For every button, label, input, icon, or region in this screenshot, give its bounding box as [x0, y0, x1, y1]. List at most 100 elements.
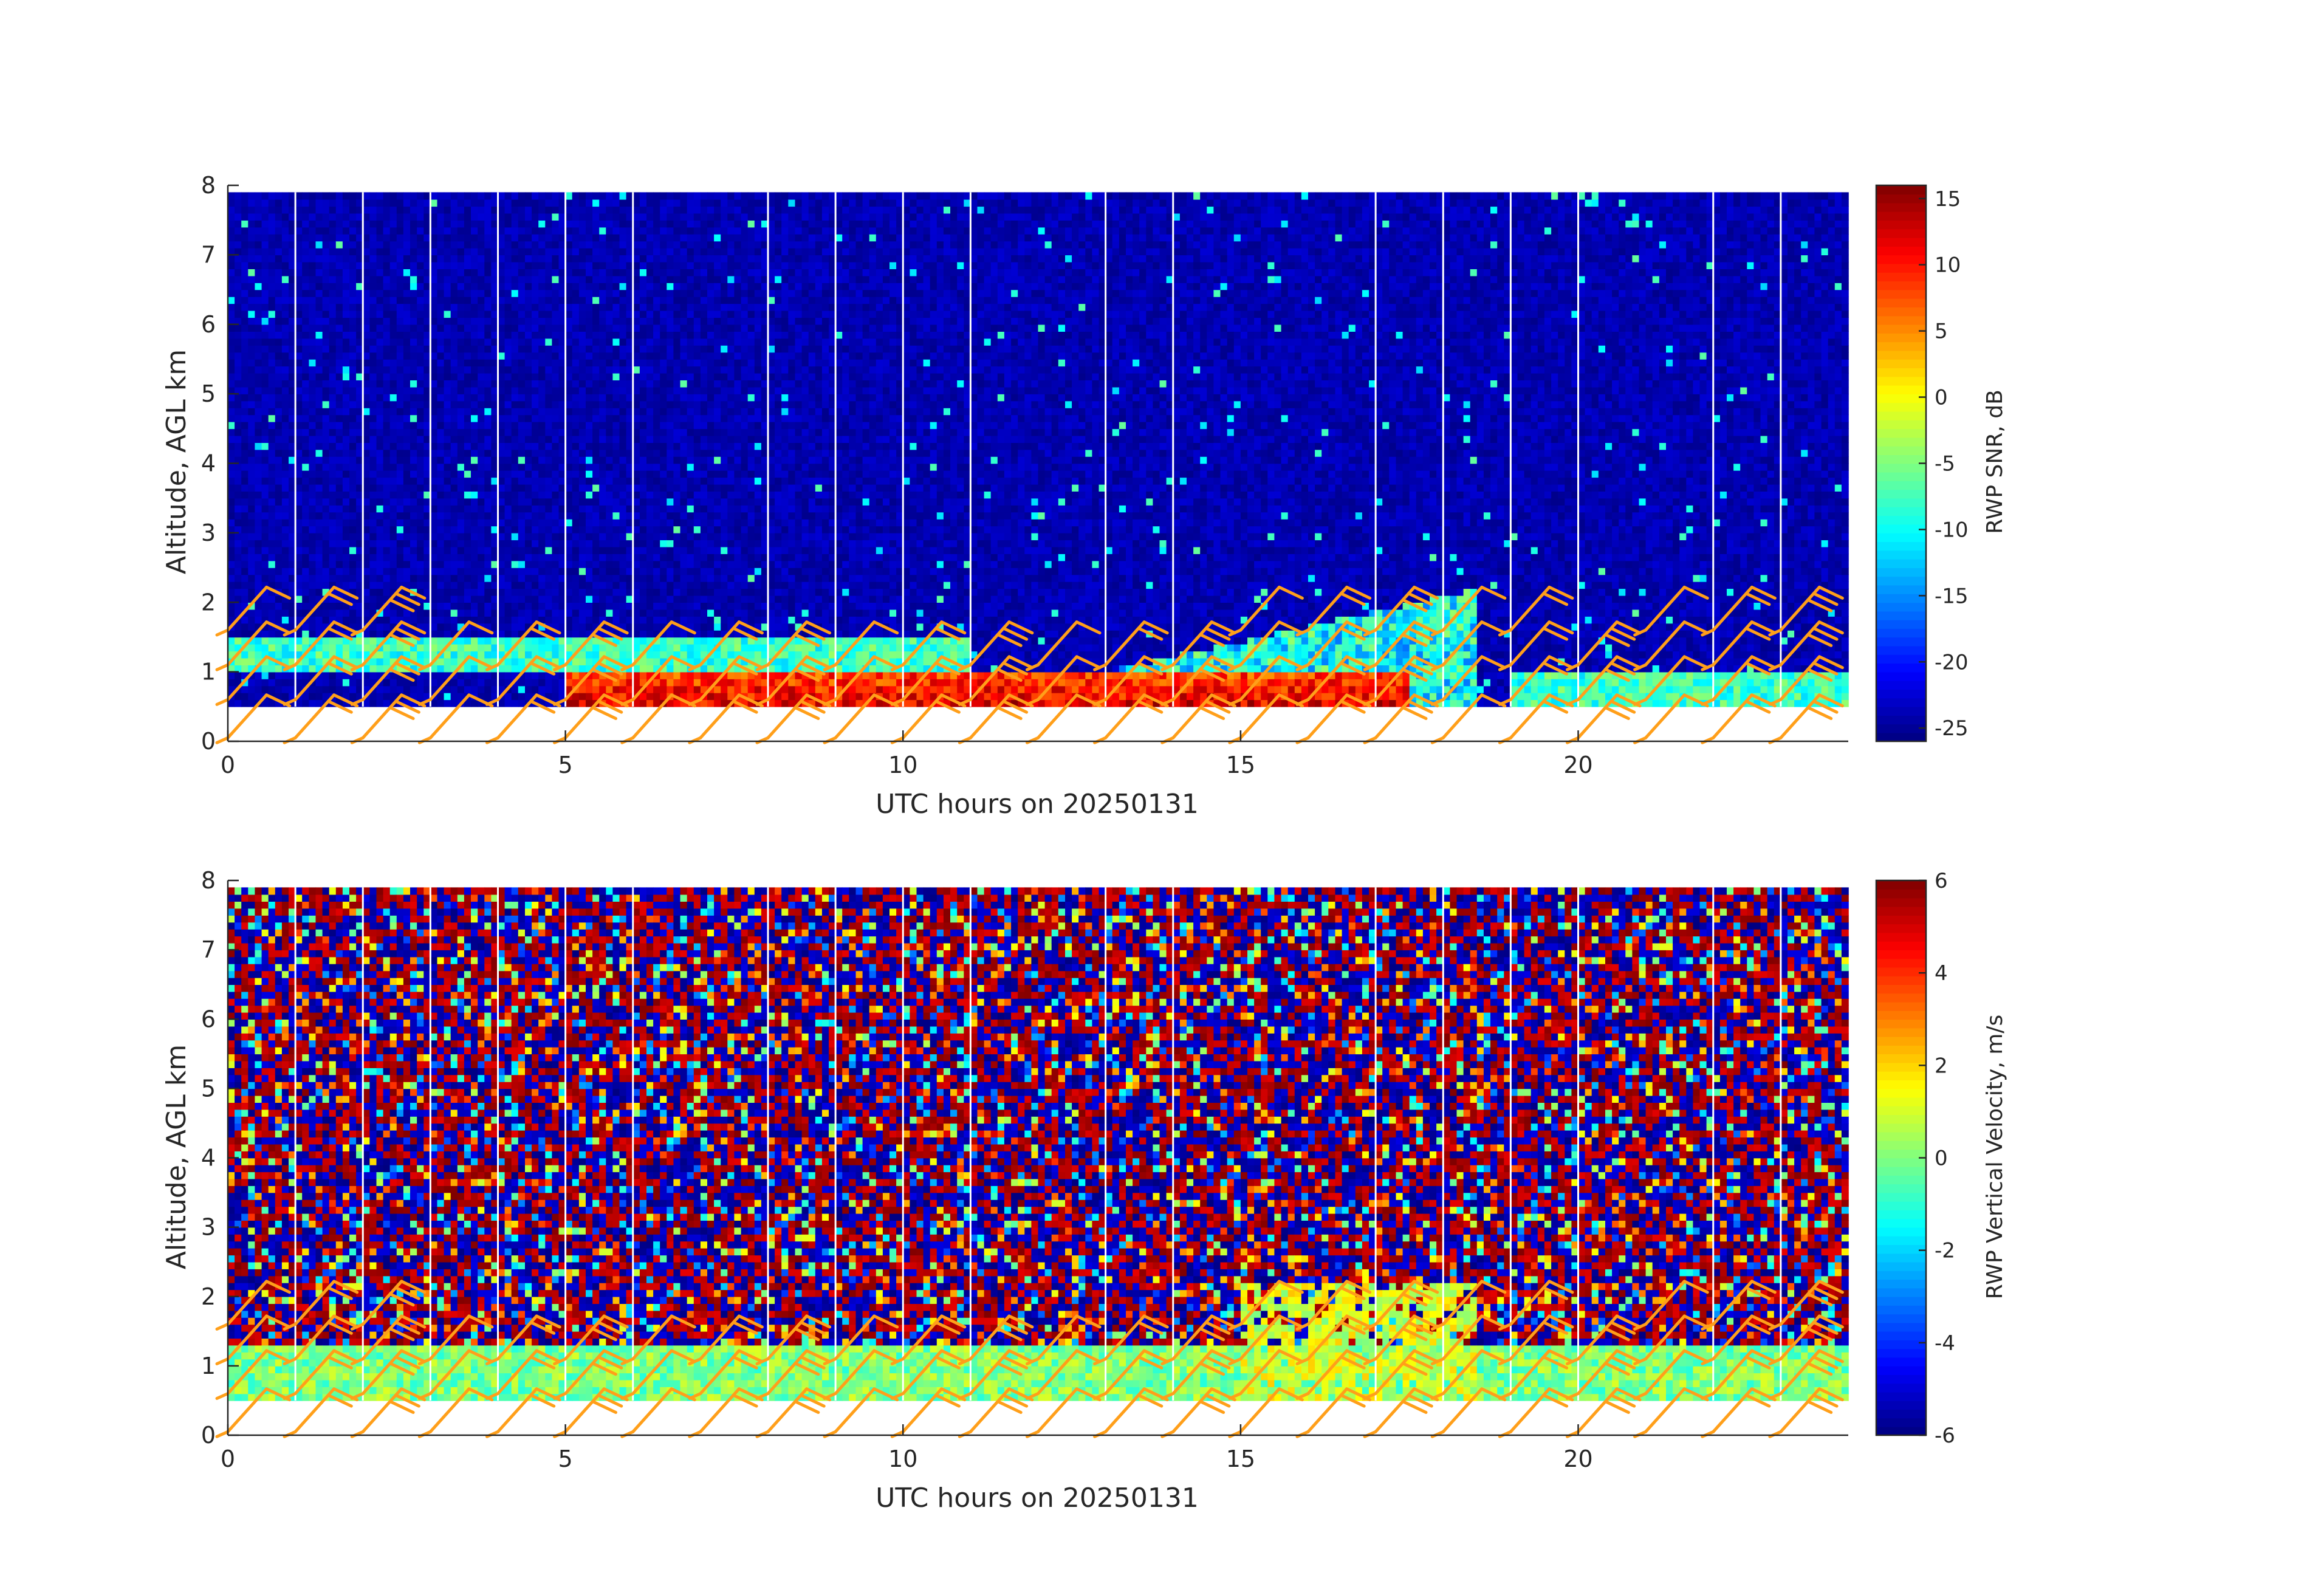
heatmap-cell	[403, 602, 411, 610]
heatmap-cell	[565, 574, 573, 582]
heatmap-cell	[396, 234, 404, 242]
heatmap-cell	[410, 526, 417, 533]
heatmap-cell	[383, 588, 391, 596]
heatmap-cell	[437, 394, 445, 402]
heatmap-cell	[532, 463, 539, 471]
heatmap-cell	[457, 519, 465, 527]
heatmap-cell	[450, 394, 458, 402]
heatmap-cell	[295, 554, 303, 561]
heatmap-cell	[667, 540, 674, 547]
heatmap-cell	[592, 331, 600, 339]
heatmap-cell	[228, 470, 235, 478]
heatmap-cell	[302, 623, 310, 631]
heatmap-cell	[450, 463, 458, 471]
heatmap-cell	[619, 546, 627, 554]
heatmap-cell	[558, 247, 566, 256]
heatmap-cell	[565, 269, 573, 276]
heatmap-cell	[464, 213, 471, 221]
heatmap-cell	[673, 657, 681, 665]
heatmap-cell	[255, 637, 262, 645]
heatmap-cell	[478, 213, 485, 221]
heatmap-cell	[295, 269, 303, 276]
heatmap-cell	[673, 526, 681, 533]
heatmap-cell	[504, 414, 512, 422]
heatmap-cell	[612, 463, 620, 471]
heatmap-cell	[599, 554, 607, 561]
heatmap-cell	[639, 692, 647, 701]
heatmap-cell	[255, 435, 262, 443]
heatmap-cell	[606, 491, 614, 499]
heatmap-cell	[619, 623, 627, 631]
heatmap-cell	[423, 699, 431, 707]
heatmap-cell	[444, 414, 451, 422]
heatmap-cell	[558, 220, 566, 228]
heatmap-cell	[511, 637, 519, 645]
heatmap-cell	[309, 303, 317, 311]
heatmap-cell	[478, 317, 485, 325]
heatmap-cell	[383, 546, 391, 554]
heatmap-cell	[281, 414, 289, 422]
heatmap-cell	[376, 380, 384, 388]
heatmap-cell	[545, 269, 553, 276]
heatmap-cell	[248, 512, 256, 520]
heatmap-cell	[660, 269, 668, 276]
heatmap-cell	[667, 220, 674, 228]
heatmap-cell	[538, 699, 546, 707]
heatmap-cell	[255, 324, 262, 332]
heatmap-cell	[653, 665, 660, 673]
heatmap-cell	[612, 540, 620, 547]
heatmap-cell	[491, 491, 499, 499]
heatmap-cell	[532, 241, 539, 249]
heatmap-cell	[235, 192, 242, 200]
heatmap-cell	[255, 352, 262, 360]
heatmap-cell	[511, 532, 519, 541]
heatmap-cell	[363, 227, 371, 235]
heatmap-cell	[356, 247, 363, 256]
heatmap-cell	[464, 581, 471, 589]
heatmap-cell	[315, 220, 323, 228]
heatmap-cell	[235, 671, 242, 679]
heatmap-cell	[295, 484, 303, 492]
heatmap-cell	[403, 679, 411, 687]
heatmap-cell	[315, 568, 323, 575]
heatmap-cell	[295, 394, 303, 402]
heatmap-cell	[315, 463, 323, 471]
heatmap-cell	[450, 283, 458, 290]
heatmap-cell	[457, 609, 465, 617]
heatmap-cell	[349, 331, 357, 339]
heatmap-cell	[356, 206, 363, 214]
heatmap-cell	[309, 630, 317, 638]
heatmap-cell	[471, 665, 478, 673]
heatmap-cell	[295, 234, 303, 242]
heatmap-cell	[396, 199, 404, 207]
heatmap-cell	[335, 386, 343, 394]
heatmap-cell	[525, 247, 532, 256]
heatmap-cell	[498, 199, 506, 207]
heatmap-cell	[309, 574, 317, 582]
heatmap-cell	[471, 699, 478, 707]
heatmap-cell	[363, 366, 371, 374]
heatmap-cell	[309, 519, 317, 527]
heatmap-cell	[302, 484, 310, 492]
heatmap-cell	[606, 206, 614, 214]
heatmap-cell	[417, 192, 425, 200]
heatmap-cell	[437, 366, 445, 374]
heatmap-cell	[471, 505, 478, 513]
heatmap-cell	[363, 338, 371, 346]
heatmap-cell	[586, 519, 593, 527]
heatmap-cell	[464, 588, 471, 596]
heatmap-cell	[565, 372, 573, 380]
heatmap-cell	[491, 463, 499, 471]
heatmap-cell	[545, 297, 553, 304]
heatmap-cell	[444, 400, 451, 408]
heatmap-cell	[606, 220, 614, 228]
heatmap-cell	[639, 199, 647, 207]
heatmap-cell	[525, 241, 532, 249]
heatmap-cell	[315, 665, 323, 673]
heatmap-cell	[572, 456, 580, 464]
heatmap-cell	[552, 317, 560, 325]
heatmap-cell	[396, 519, 404, 527]
heatmap-cell	[504, 289, 512, 297]
heatmap-cell	[383, 526, 391, 533]
heatmap-cell	[423, 665, 431, 673]
